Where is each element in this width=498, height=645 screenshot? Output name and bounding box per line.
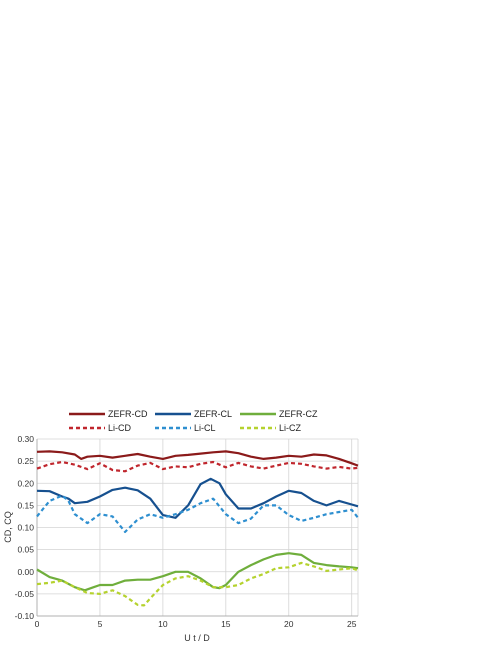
legend-label-zefr-cz: ZEFR-CZ [279,409,318,419]
x-axis-label: U t / D [184,633,210,643]
y-axis-label: CD, CQ [3,511,13,543]
series-line-zefr-cd [36,450,359,467]
legend-label-zefr-cd: ZEFR-CD [108,409,148,419]
y-tick-label: 0.25 [17,456,34,466]
series-lines [36,450,359,607]
series-line-zefr-cz [36,552,359,592]
x-tick-label: 20 [284,619,294,629]
x-tick-label: 0 [35,619,40,629]
y-tick-label: 0.10 [17,523,34,533]
x-tick-label: 5 [98,619,103,629]
legend-label-zefr-cl: ZEFR-CL [194,409,232,419]
y-tick-label: -0.10 [15,611,35,621]
legend-label-li-cl: Li-CL [194,423,216,433]
series-line-zefr-cl [36,477,359,519]
y-tick-label: 0.05 [17,545,34,555]
series-line-li-cd [36,460,359,473]
y-tick-label: 0.20 [17,478,34,488]
series-line-li-cz [36,561,359,607]
y-tick-label: 0.30 [17,434,34,444]
legend-label-li-cd: Li-CD [108,423,132,433]
tick-labels: -0.10 -0.05 0.00 0.05 0.10 0.15 0.20 0.25 0.30 0 5… [15,434,357,629]
x-tick-label: 25 [347,619,357,629]
y-tick-label: 0.15 [17,500,34,510]
y-tick-label: 0.00 [17,567,34,577]
y-tick-label: -0.05 [15,589,35,599]
x-tick-label: 10 [158,619,168,629]
x-tick-label: 15 [221,619,231,629]
series-line-li-cl [36,494,359,534]
legend: ZEFR-CD ZEFR-CL ZEFR-CZ Li-CD Li-CL Li-CZ [69,409,318,433]
legend-label-li-cz: Li-CZ [279,423,302,433]
